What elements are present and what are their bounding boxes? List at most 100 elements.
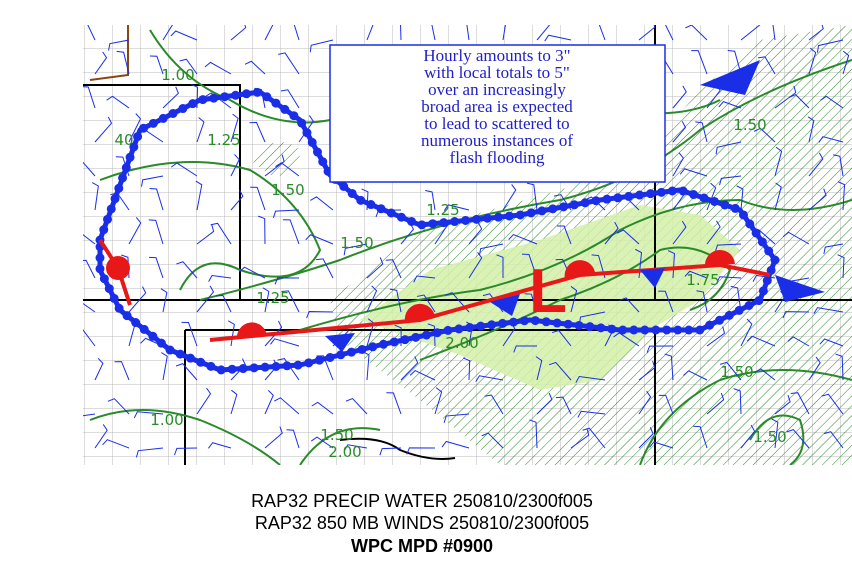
- wind-barb: [577, 410, 606, 418]
- wind-barb: [264, 426, 283, 449]
- contour-label: 2.00: [328, 443, 361, 461]
- wind-barb: [570, 286, 578, 313]
- wind-barb: [170, 30, 198, 41]
- wind-barb: [664, 353, 674, 381]
- wind-barb: [807, 116, 815, 143]
- wind-barb: [106, 95, 130, 109]
- wind-barb: [524, 293, 538, 313]
- wind-barb: [274, 277, 300, 285]
- wind-barb: [475, 375, 504, 383]
- wind-barb: [740, 318, 753, 347]
- wind-barb: [536, 25, 550, 41]
- wind-barb: [434, 387, 443, 415]
- wind-barb: [176, 261, 198, 279]
- wind-barb: [598, 25, 606, 41]
- wind-barb: [244, 60, 266, 75]
- wind-barb: [685, 25, 708, 41]
- contour: [749, 414, 805, 465]
- wind-barb: [264, 154, 285, 177]
- wind-barb: [672, 121, 687, 143]
- wind-barb: [835, 353, 844, 381]
- wind-barb: [468, 222, 483, 245]
- wind-barb: [658, 394, 674, 415]
- wind-barb: [718, 101, 742, 109]
- wind-barb: [790, 392, 810, 415]
- annotation-line: flash flooding: [450, 148, 545, 167]
- wind-barb: [706, 326, 726, 347]
- wind-barb: [746, 335, 776, 347]
- wind-barb: [230, 389, 238, 415]
- wind-barb: [478, 243, 504, 256]
- wind-barb: [536, 392, 553, 415]
- cold-front-symbol: [775, 275, 825, 302]
- wind-barb: [733, 388, 742, 415]
- wind-barb: [91, 182, 99, 211]
- wind-barb: [591, 254, 606, 279]
- wind-barb: [140, 175, 164, 187]
- wind-barb: [293, 25, 300, 41]
- wind-barb: [309, 39, 334, 53]
- wind-barb: [658, 290, 674, 313]
- wind-barb: [230, 113, 239, 143]
- wind-barb: [264, 320, 283, 347]
- wind-barb: [719, 361, 742, 381]
- wind-barb: [275, 162, 300, 177]
- wind-barb: [208, 442, 232, 449]
- wind-barb: [672, 152, 684, 177]
- wind-barb: [813, 307, 844, 314]
- state-line: [83, 84, 241, 300]
- contour-labels: 1.00 40 1.25 1.50 1.25 1.50 1.75 1.50 1.…: [114, 66, 786, 461]
- wind-barb: [316, 258, 334, 279]
- wind-barb: [83, 329, 96, 347]
- wind-barb: [693, 425, 708, 449]
- wind-barb: [278, 52, 300, 75]
- wind-barb: [821, 393, 844, 415]
- contour-label: 1.50: [733, 116, 766, 134]
- wind-barb: [774, 182, 782, 211]
- wind-barb: [128, 113, 142, 143]
- wind-barb: [133, 411, 164, 419]
- wind-barb: [179, 58, 198, 75]
- wind-barb: [170, 162, 198, 177]
- wind-barb: [808, 25, 824, 41]
- wind-barb: [305, 234, 334, 245]
- warm-front-symbols: [106, 249, 735, 339]
- wind-barb: [161, 352, 168, 381]
- wind-barb: [788, 93, 810, 109]
- wind-barb: [385, 259, 402, 279]
- wind-barb: [270, 338, 300, 347]
- wind-barb: [196, 285, 215, 313]
- pw-fill: [360, 205, 740, 390]
- contour-label: 1.25: [256, 289, 289, 307]
- wind-barb: [672, 220, 687, 245]
- contour-label: 1.50: [320, 426, 353, 444]
- wind-barb: [672, 85, 687, 109]
- wind-barb: [409, 370, 436, 381]
- wind-barb: [283, 219, 300, 245]
- wind-barb: [695, 121, 708, 143]
- wind-barb: [196, 224, 215, 245]
- warm-front-symbol: [106, 256, 130, 280]
- wind-barb: [425, 190, 436, 211]
- wind-barb: [195, 180, 203, 211]
- wind-barb: [174, 447, 198, 456]
- wind-barb: [366, 257, 384, 279]
- wind-barb: [343, 444, 368, 452]
- wind-barb: [94, 357, 104, 381]
- wind-barb: [149, 55, 164, 75]
- wind-barb: [262, 287, 270, 313]
- wind-barb: [638, 427, 654, 449]
- wind-barb: [280, 89, 300, 109]
- wind-barb: [238, 266, 266, 279]
- caption-line: RAP32 PRECIP WATER 250810/2300f005: [251, 491, 593, 511]
- wind-barb: [87, 25, 96, 41]
- contour-label: 1.50: [340, 234, 373, 252]
- wind-barb: [774, 394, 791, 415]
- mpd-scallops: [95, 87, 781, 375]
- wind-barb: [230, 25, 247, 41]
- contour: [639, 369, 852, 465]
- wind-barb: [83, 413, 96, 417]
- wind-barb: [277, 358, 300, 381]
- wind-barb: [107, 398, 130, 415]
